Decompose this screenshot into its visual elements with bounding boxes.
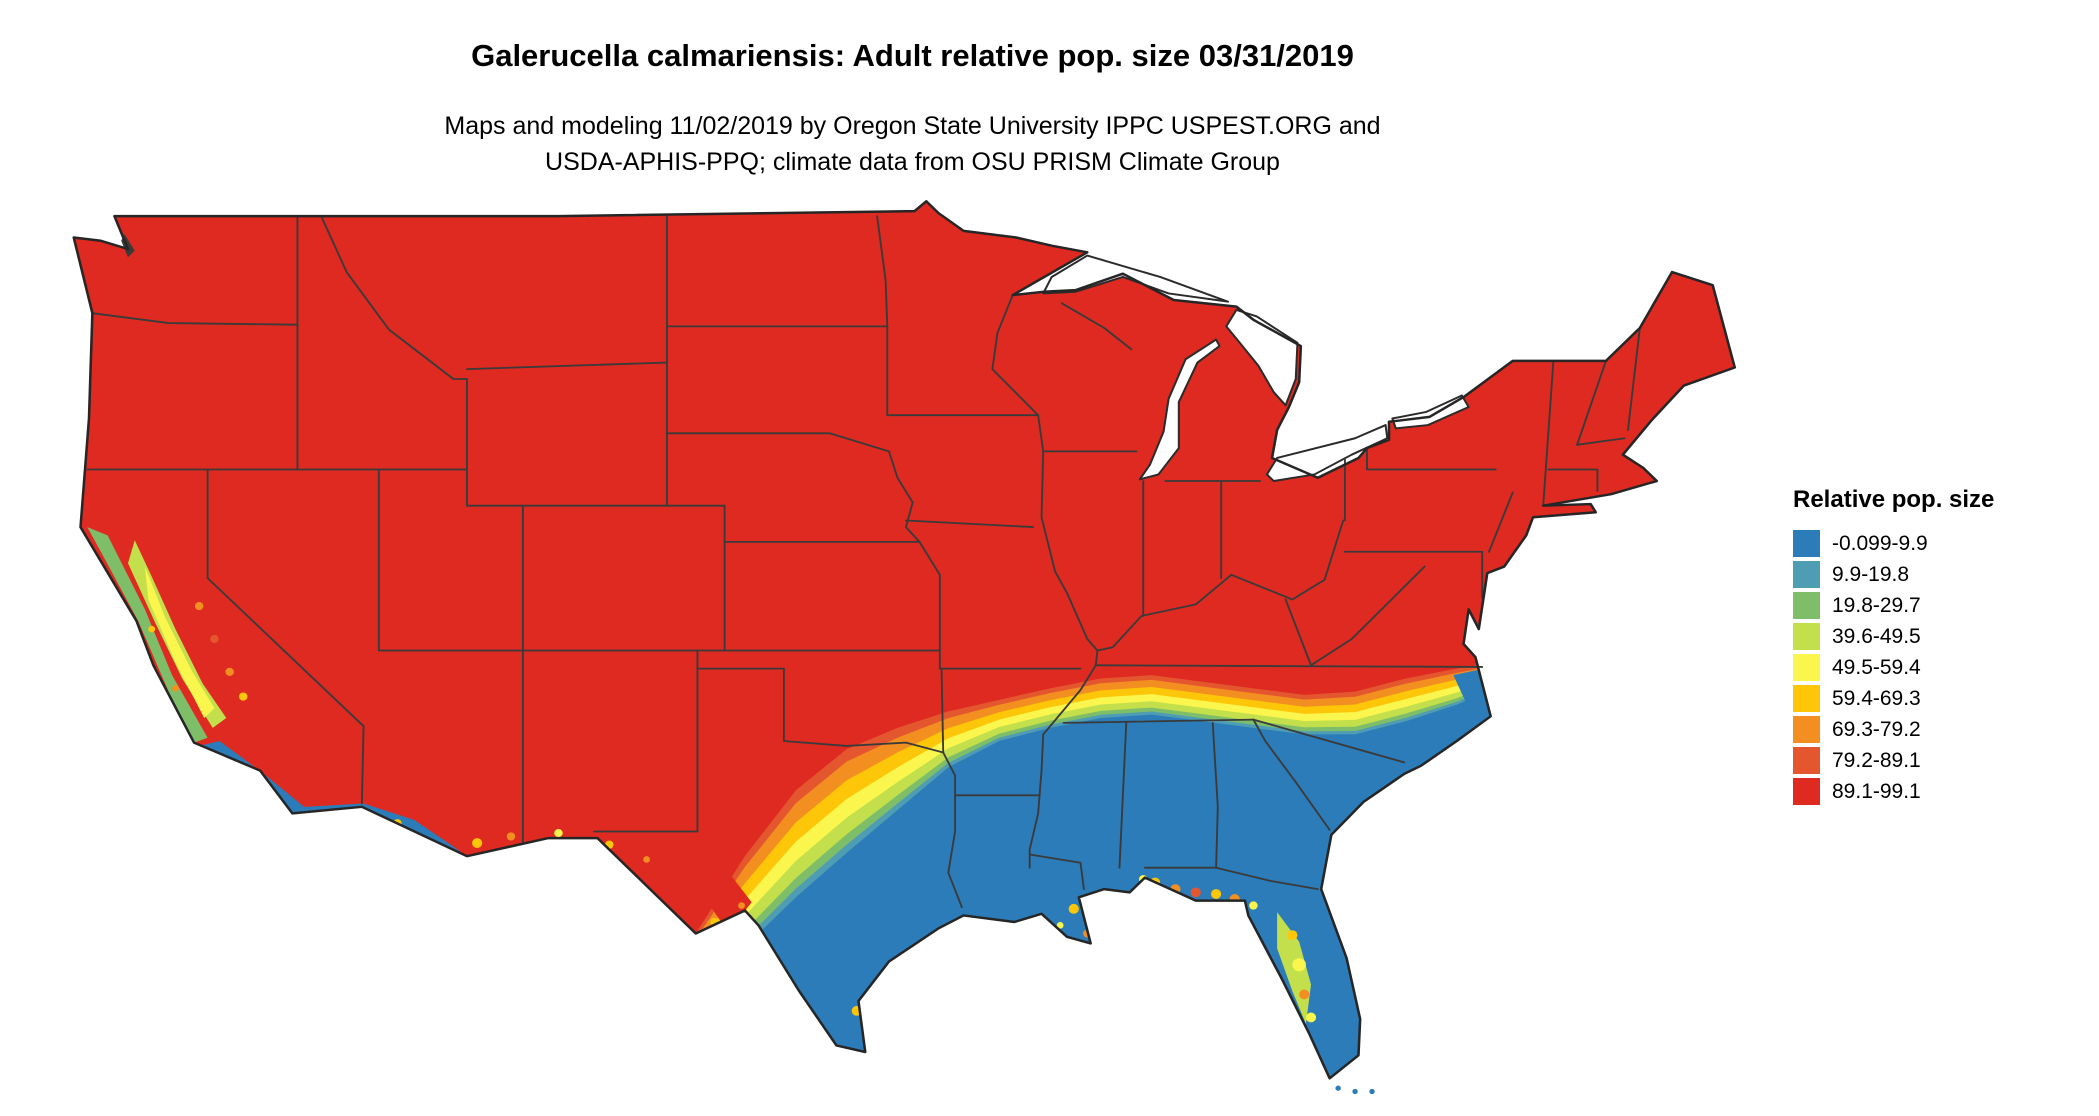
map-subtitle-line2: USDA-APHIS-PPQ; climate data from OSU PR…	[545, 148, 1280, 177]
legend-swatch	[1793, 747, 1820, 774]
legend-label: 89.1-99.1	[1832, 779, 1921, 803]
legend-swatch	[1793, 530, 1820, 557]
legend-swatch	[1793, 685, 1820, 712]
legend-label: 39.6-49.5	[1832, 624, 1921, 648]
map-subtitle: Maps and modeling 11/02/2019 by Oregon S…	[0, 108, 1825, 181]
map-subtitle-line1: Maps and modeling 11/02/2019 by Oregon S…	[444, 112, 1381, 140]
legend-swatch	[1793, 778, 1820, 805]
legend-swatch	[1793, 592, 1820, 619]
legend-label: 19.8-29.7	[1832, 593, 1921, 617]
legend-swatch	[1793, 623, 1820, 650]
us-outline	[72, 200, 1737, 1080]
legend-item: 89.1-99.1	[1793, 776, 2073, 807]
legend-label: 69.3-79.2	[1832, 717, 1921, 741]
state-borders	[86, 215, 1641, 909]
legend-item: 59.4-69.3	[1793, 683, 2073, 714]
legend-item: 39.6-49.5	[1793, 621, 2073, 652]
legend-item: 69.3-79.2	[1793, 714, 2073, 745]
legend-label: -0.099-9.9	[1832, 531, 1928, 555]
legend-label: 9.9-19.8	[1832, 562, 1910, 586]
legend-item: -0.099-9.9	[1793, 528, 2073, 559]
legend-swatch	[1793, 716, 1820, 743]
us-choropleth-map	[72, 200, 1737, 1095]
legend-title: Relative pop. size	[1793, 486, 1995, 513]
legend-rows: -0.099-9.9 9.9-19.8 19.8-29.7 39.6-49.5 49.5…	[1793, 528, 2073, 807]
legend-item: 49.5-59.4	[1793, 652, 2073, 683]
map-title: Galerucella calmariensis: Adult relative…	[471, 38, 1354, 73]
legend-swatch	[1793, 654, 1820, 681]
legend: Relative pop. size -0.099-9.9 9.9-19.8 19.…	[1793, 486, 2073, 807]
legend-label: 79.2-89.1	[1832, 748, 1921, 772]
legend-item: 79.2-89.1	[1793, 745, 2073, 776]
legend-label: 59.4-69.3	[1832, 686, 1921, 710]
legend-label: 49.5-59.4	[1832, 655, 1921, 679]
legend-swatch	[1793, 561, 1820, 588]
legend-item: 19.8-29.7	[1793, 590, 2073, 621]
legend-item: 9.9-19.8	[1793, 559, 2073, 590]
